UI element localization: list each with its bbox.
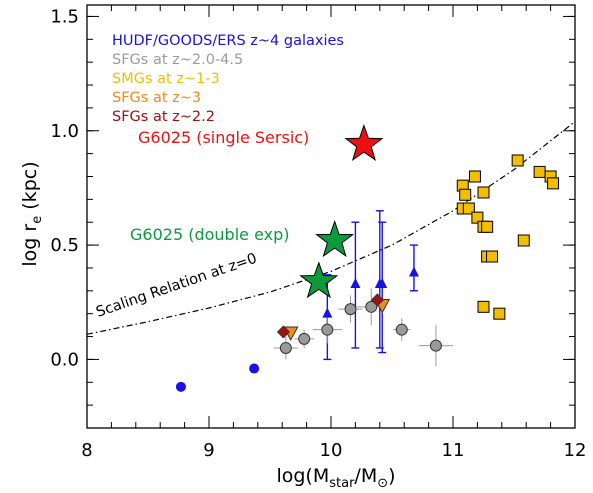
marker-smgs-at-z-1-3 (477, 186, 490, 199)
legend: HUDF/GOODS/ERS z~4 galaxies SFGs at z~2.… (112, 33, 344, 125)
annotation-g6025-double: G6025 (double exp) (130, 225, 290, 244)
legend-entry-smgs: SMGs at z~1-3 (112, 71, 220, 87)
marker-sfgs-at-z-2-0-4-5 (395, 323, 408, 336)
marker-hudf-goods-ers-z-4-galaxies (350, 277, 361, 288)
marker-smgs-at-z-1-3 (517, 234, 530, 247)
x-tick-label: 10 (320, 440, 343, 461)
marker-sfgs-at-z-2-2 (370, 293, 384, 307)
marker-smgs-at-z-1-3 (493, 307, 506, 320)
marker-sfgs-at-z-2-0-4-5 (365, 300, 378, 313)
marker-hudf-goods-ers-z-4-galaxies (377, 277, 388, 288)
axis-ticks: 8 9 10 11 12 0.0 0.5 1.0 1.5 (50, 5, 586, 461)
marker-hudf-goods-ers-z-4-galaxies (175, 381, 186, 392)
y-tick-label: 1.5 (50, 6, 79, 27)
marker-g6025-double-exp- (299, 261, 339, 299)
marker-smgs-at-z-1-3 (468, 170, 481, 183)
x-tick-label: 9 (203, 440, 214, 461)
annotation-scaling-relation: Scaling Relation at z=0 (94, 251, 259, 321)
y-tick-label: 1.0 (50, 121, 79, 142)
marker-smgs-at-z-1-3 (462, 202, 475, 215)
marker-g6025-double-exp- (315, 219, 355, 258)
legend-entry-sfgs-z3: SFGs at z~3 (112, 90, 201, 106)
y-tick-label: 0.0 (50, 349, 79, 370)
marker-hudf-goods-ers-z-4-galaxies (249, 363, 260, 374)
marker-smgs-at-z-1-3 (459, 188, 472, 201)
x-axis-title: log(Mstar/M⊙) (276, 465, 395, 491)
scaling-relation-curve (86, 121, 576, 335)
marker-smgs-at-z-1-3 (511, 154, 524, 167)
marker-smgs-at-z-1-3 (481, 220, 494, 233)
plot-border (86, 4, 576, 429)
legend-entry-sfgs-z2-4.5: SFGs at z~2.0-4.5 (112, 52, 243, 68)
marker-sfgs-at-z-2-0-4-5 (279, 341, 292, 354)
x-tick-label: 11 (442, 440, 465, 461)
marker-smgs-at-z-1-3 (477, 300, 490, 313)
marker-hudf-goods-ers-z-4-galaxies (408, 266, 419, 277)
marker-sfgs-at-z-2-2 (276, 325, 290, 339)
legend-entry-hudf: HUDF/GOODS/ERS z~4 galaxies (112, 33, 344, 49)
data-markers (175, 123, 560, 392)
marker-smgs-at-z-1-3 (486, 250, 499, 263)
y-tick-label: 0.5 (50, 235, 79, 256)
annotation-g6025-single: G6025 (single Sersic) (138, 128, 309, 147)
y-axis-title: log re (kpc) (19, 161, 45, 266)
marker-smgs-at-z-1-3 (533, 165, 546, 178)
scaling-relation-line (86, 121, 576, 335)
x-tick-label: 8 (81, 440, 92, 461)
marker-smgs-at-z-1-3 (547, 177, 560, 190)
x-tick-label: 12 (564, 440, 587, 461)
marker-hudf-goods-ers-z-4-galaxies (322, 307, 333, 318)
marker-sfgs-at-z-2-0-4-5 (344, 303, 357, 316)
plot-frame (86, 4, 576, 429)
marker-sfgs-at-z-2-0-4-5 (321, 323, 334, 336)
legend-entry-sfgs-z2.2: SFGs at z~2.2 (112, 109, 215, 125)
marker-sfgs-at-z-2-0-4-5 (429, 339, 442, 352)
marker-g6025-single-sersic- (344, 123, 384, 162)
marker-smgs-at-z-1-3 (471, 211, 484, 224)
marker-sfgs-at-z-2-0-4-5 (298, 332, 311, 345)
